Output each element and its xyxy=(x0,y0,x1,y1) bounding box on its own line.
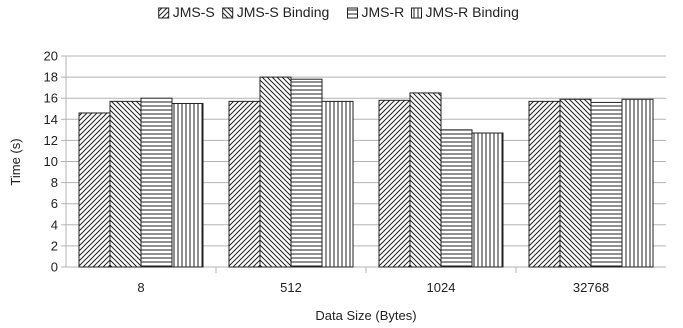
bar xyxy=(590,101,623,268)
y-tick-label: 8 xyxy=(51,175,58,190)
legend-swatch xyxy=(347,7,358,19)
bar xyxy=(559,98,592,268)
bar xyxy=(378,99,411,268)
bar xyxy=(409,92,442,268)
bar xyxy=(109,100,142,268)
bar xyxy=(621,98,654,268)
y-tick-label: 14 xyxy=(44,112,58,127)
y-tick-label: 0 xyxy=(51,260,58,275)
bar xyxy=(228,100,261,268)
y-axis-title: Time (s) xyxy=(8,138,23,185)
x-tick-label: 8 xyxy=(137,280,144,295)
y-tick-label: 6 xyxy=(51,196,58,211)
x-tick-label: 1024 xyxy=(427,280,456,295)
y-tick-label: 2 xyxy=(51,238,58,253)
y-tick-label: 20 xyxy=(44,49,58,64)
x-tick-label: 512 xyxy=(280,280,302,295)
bar xyxy=(471,132,504,268)
y-tick-label: 4 xyxy=(51,217,58,232)
legend-label: JMS-S xyxy=(173,4,215,20)
y-tick-label: 10 xyxy=(44,154,58,169)
bar xyxy=(78,112,111,268)
bar xyxy=(259,76,292,268)
x-tick-label: 32768 xyxy=(573,280,609,295)
bar xyxy=(171,102,204,268)
legend: JMS-S JMS-S Binding JMS-R JMS-R Binding xyxy=(158,4,519,20)
bar xyxy=(440,129,473,268)
legend-label: JMS-S Binding xyxy=(237,4,330,20)
legend-swatch xyxy=(158,7,170,19)
bar xyxy=(321,100,354,268)
y-tick-label: 16 xyxy=(44,91,58,106)
y-tick-label: 18 xyxy=(44,70,58,85)
legend-swatch xyxy=(222,7,234,19)
x-axis-title: Data Size (Bytes) xyxy=(315,308,416,323)
legend-swatch xyxy=(411,7,422,19)
legend-label: JMS-R xyxy=(362,4,405,20)
bar xyxy=(140,97,173,268)
y-tick-label: 12 xyxy=(44,133,58,148)
bar xyxy=(290,78,323,268)
bar xyxy=(528,100,561,268)
bars xyxy=(78,76,654,268)
ticks: 0 2 4 6 8 10 12 14 16 18 20 8 512 1024 32768 xyxy=(44,49,610,296)
legend-label: JMS-R Binding xyxy=(426,4,519,20)
